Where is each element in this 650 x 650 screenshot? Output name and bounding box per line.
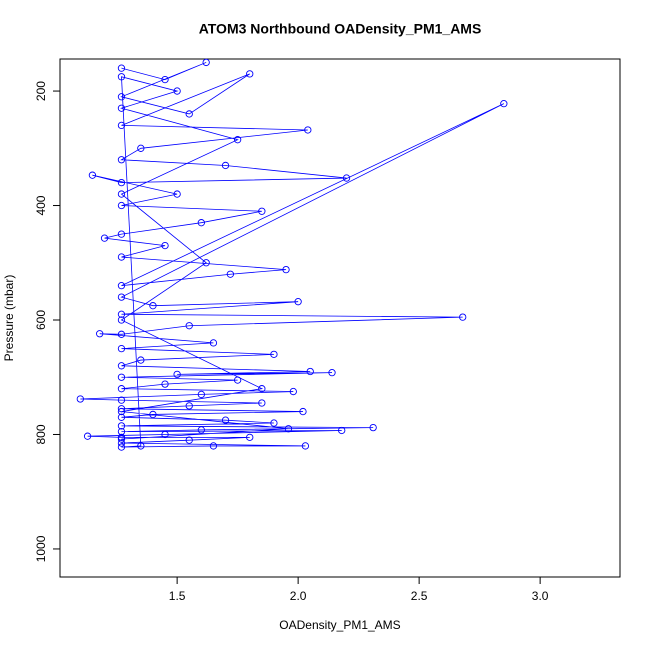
point (117, 373, 126, 381)
point (338, 426, 346, 435)
point (459, 313, 467, 321)
point (226, 270, 235, 278)
point (233, 136, 242, 144)
point (294, 298, 302, 306)
point (202, 58, 210, 67)
point (117, 362, 126, 370)
point (185, 402, 193, 410)
point (117, 396, 126, 404)
point (88, 171, 97, 179)
point (117, 330, 126, 338)
x-tick-label: 1.5 (169, 589, 186, 603)
point (185, 322, 193, 330)
point (117, 201, 126, 210)
point (149, 410, 157, 419)
y-tick-label: 800 (34, 424, 48, 444)
x-tick-label: 2.5 (411, 589, 428, 603)
point (221, 416, 230, 424)
point (161, 241, 169, 250)
point (117, 230, 126, 238)
point (301, 442, 310, 450)
point (304, 126, 312, 134)
point (289, 387, 297, 396)
x-axis-label: OADensity_PM1_AMS (279, 618, 400, 632)
point (342, 174, 351, 182)
point (161, 430, 169, 439)
point (209, 442, 218, 450)
x-tick-label: 2.0 (290, 589, 307, 603)
point (117, 405, 126, 413)
point (306, 367, 314, 376)
point (284, 425, 293, 433)
point (117, 344, 126, 353)
point (117, 253, 126, 261)
y-tick-label: 1000 (34, 535, 48, 562)
point (117, 178, 126, 187)
point (328, 369, 336, 377)
point (117, 385, 126, 393)
point (117, 156, 126, 164)
point (197, 390, 205, 399)
point (233, 376, 242, 384)
point (173, 87, 181, 95)
point (185, 436, 193, 444)
y-tick-label: 600 (34, 310, 48, 330)
point (270, 419, 278, 427)
point (173, 370, 181, 379)
point (117, 439, 126, 447)
point (209, 339, 218, 347)
point (117, 282, 126, 290)
point (117, 443, 126, 451)
point (197, 426, 205, 434)
series-line (80, 62, 505, 448)
point (76, 395, 84, 403)
point (246, 70, 254, 78)
point (161, 380, 169, 388)
point (117, 407, 126, 416)
point (137, 144, 145, 152)
point (117, 435, 126, 443)
point (117, 293, 126, 301)
point (500, 99, 508, 108)
point (149, 302, 157, 310)
point (117, 93, 126, 101)
y-tick-label: 200 (34, 81, 48, 101)
point (117, 422, 126, 430)
x-tick-label: 3.0 (532, 589, 549, 603)
point (100, 234, 109, 242)
point (117, 310, 126, 318)
point (282, 265, 290, 274)
point (137, 356, 145, 364)
point (117, 316, 126, 324)
y-tick-label: 400 (34, 195, 48, 215)
chart-title: ATOM3 Northbound OADensity_PM1_AMS (199, 21, 482, 37)
point (246, 433, 254, 441)
point (258, 385, 266, 393)
point (299, 407, 307, 416)
plot-frame (59, 58, 621, 578)
point (258, 399, 266, 407)
point (137, 442, 145, 450)
point (83, 432, 92, 440)
point (270, 350, 278, 358)
y-axis-label: Pressure (mbar) (2, 275, 16, 362)
point (117, 121, 126, 130)
point (202, 259, 210, 267)
point (197, 219, 205, 227)
point (117, 427, 126, 436)
point (221, 161, 230, 170)
point (258, 207, 266, 215)
point (117, 104, 126, 112)
point (117, 190, 126, 198)
point (161, 75, 169, 84)
point (369, 423, 377, 432)
point (185, 110, 193, 118)
point (117, 413, 126, 421)
point (117, 64, 126, 72)
point (173, 190, 181, 198)
point (117, 73, 126, 81)
point (96, 330, 104, 338)
